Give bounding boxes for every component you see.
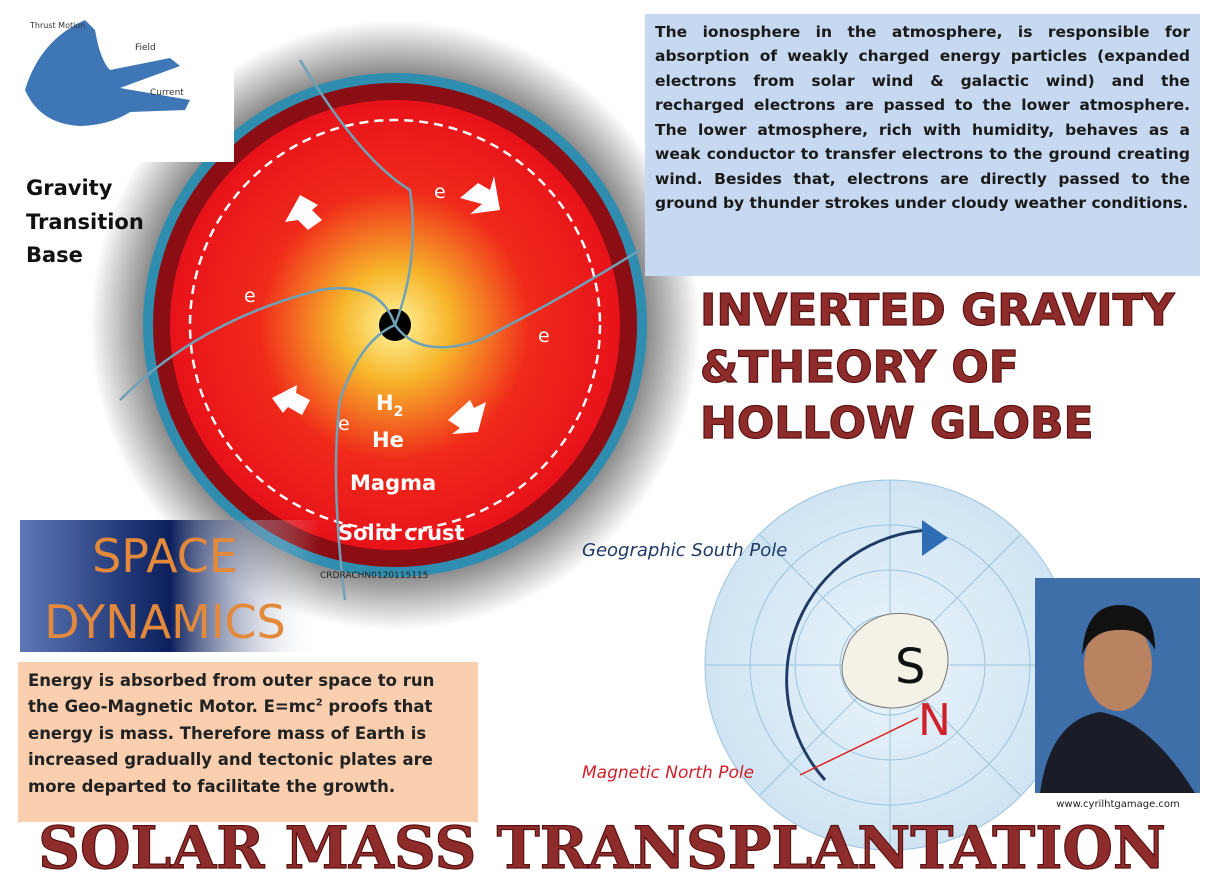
gravity-label: Gravity Transition Base: [26, 172, 144, 273]
gravity-label-line: Gravity: [26, 172, 144, 206]
electron-label: e: [434, 181, 446, 203]
map-label: Magnetic North Pole: [582, 763, 754, 783]
energy-box: Energy is absorbed from outer space to r…: [18, 662, 478, 822]
layer-label: He: [372, 428, 404, 452]
pole-letter: N: [918, 695, 951, 746]
hand-label: Field: [135, 43, 156, 53]
watermark: CRDRACHN0120115115: [320, 571, 428, 581]
map-label: Geographic South Pole: [582, 540, 787, 561]
electron-label: e: [338, 413, 350, 435]
space-dynamics-line: SPACE: [92, 529, 238, 583]
space-dynamics-line: DYNAMICS: [44, 595, 285, 649]
energy-superscript: 2: [316, 698, 323, 709]
footer-title: SOLAR MASS TRANSPLANTATION: [38, 814, 1166, 876]
layer-label: Solid crust: [338, 521, 465, 545]
title-line: INVERTED GRAVITY: [700, 285, 1176, 336]
page: Thrust Motion Field Current e e e e H2 H…: [0, 0, 1205, 876]
hand-label: Thrust Motion: [29, 21, 85, 30]
electron-label: e: [538, 325, 550, 347]
photo-caption: www.cyrilhtgamage.com: [1056, 799, 1180, 810]
layer-label: Magma: [350, 471, 436, 495]
title-line: &THEORY OF: [700, 342, 1019, 393]
info-box: The ionosphere in the atmosphere, is res…: [645, 14, 1200, 276]
pole-letter: S: [895, 639, 925, 695]
hydrogen-symbol: H: [376, 391, 394, 415]
gravity-label-line: Transition: [26, 206, 144, 240]
electron-label: e: [244, 285, 256, 307]
main-title: INVERTED GRAVITY &THEORY OF HOLLOW GLOBE: [700, 285, 1176, 449]
hydrogen-subscript: 2: [394, 404, 404, 420]
title-line: HOLLOW GLOBE: [700, 398, 1094, 449]
gravity-label-line: Base: [26, 239, 144, 273]
hand-label: Current: [150, 88, 184, 98]
